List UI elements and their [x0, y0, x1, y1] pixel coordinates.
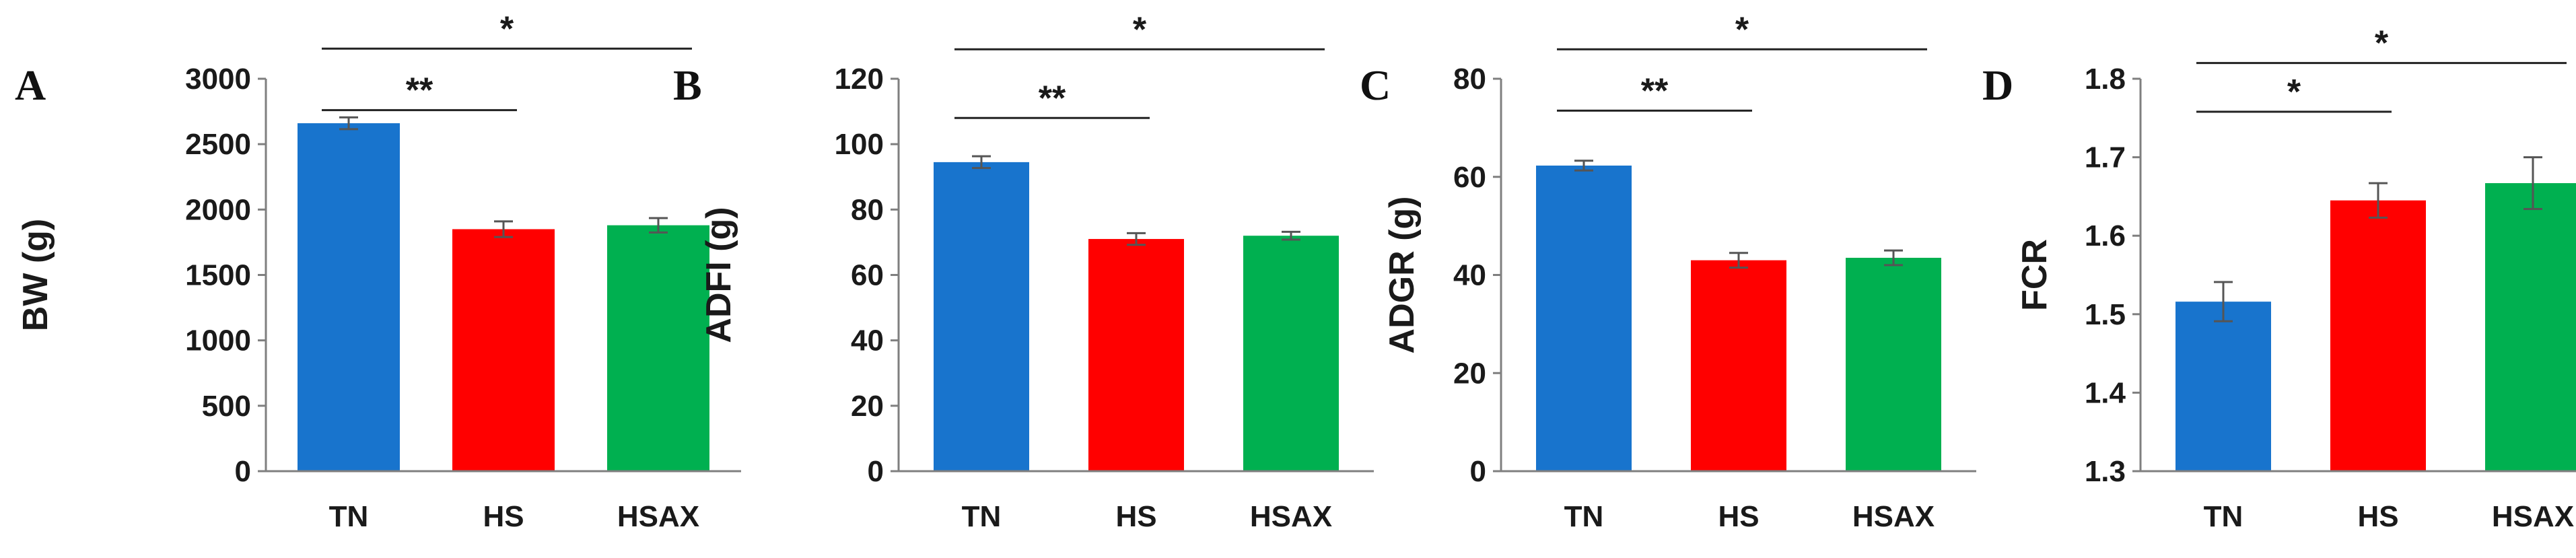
error-bar-tn [1574, 160, 1593, 172]
y-tick-label: 20 [851, 390, 884, 423]
significance-label: * [1735, 10, 1749, 49]
error-bar-hsax [1282, 230, 1300, 241]
significance-label: * [1133, 10, 1147, 49]
error-bar-tn [2214, 281, 2233, 322]
bar-hsax [1846, 257, 1941, 471]
y-tick-label: 40 [1453, 259, 1486, 292]
y-axis-title: FCR [2015, 239, 2054, 311]
category-label-hs: HS [1115, 500, 1156, 533]
error-bar-hsax [1884, 249, 1903, 267]
bar-hsax [1243, 236, 1339, 471]
y-tick-label: 2000 [185, 193, 251, 226]
category-label-hs: HS [483, 500, 524, 533]
bar-hs [1691, 260, 1786, 471]
y-axis-title: BW (g) [16, 219, 55, 331]
bar-hs [1088, 239, 1184, 471]
category-label-hsax: HSAX [1250, 500, 1332, 533]
y-tick-label: 1.3 [2085, 455, 2126, 488]
category-label-hsax: HSAX [617, 500, 699, 533]
y-tick-label: 40 [851, 324, 884, 357]
error-bar-hsax [649, 217, 668, 234]
y-tick-label: 0 [868, 455, 884, 488]
bar-hs [2330, 200, 2426, 471]
y-tick-label: 1.8 [2085, 63, 2126, 96]
category-label-hs: HS [1718, 500, 1759, 533]
error-bar-hsax [2523, 156, 2542, 211]
y-tick-label: 500 [202, 390, 251, 423]
y-tick-label: 120 [835, 63, 884, 96]
category-label-tn: TN [2204, 500, 2243, 533]
panel-letter: A [15, 61, 46, 109]
chart-panel-d: D FCR TN HS HSAX 1.3 1.4 1.5 1.6 1.7 1.8 * * [1982, 24, 2576, 533]
error-bar-hs [2369, 182, 2388, 219]
error-bar-hs [1729, 252, 1748, 269]
bar-tn [934, 162, 1029, 471]
y-tick-label: 0 [1470, 455, 1486, 488]
y-tick-label: 100 [835, 128, 884, 161]
y-tick-label: 1500 [185, 259, 251, 292]
y-tick-label: 60 [1453, 161, 1486, 194]
bar-hs [452, 229, 555, 471]
chart-panel-a: A BW (g) TN HS HSAX 0 500 1000 1500 2000 2500 3000 *… [15, 9, 741, 533]
category-label-tn: TN [962, 500, 1002, 533]
panel-letter: D [1982, 61, 2013, 109]
y-tick-label: 60 [851, 259, 884, 292]
significance-label: * [2375, 24, 2389, 63]
error-bar-tn [972, 155, 991, 170]
category-label-hsax: HSAX [2492, 500, 2574, 533]
bar-hsax [607, 225, 709, 471]
y-tick-label: 3000 [185, 63, 251, 96]
bar-tn [1536, 165, 1632, 471]
panel-letter: B [673, 61, 702, 109]
y-tick-label: 0 [235, 455, 251, 488]
y-tick-label: 1.7 [2085, 141, 2126, 174]
y-tick-label: 2500 [185, 128, 251, 161]
significance-label: * [500, 9, 514, 48]
bar-tn [2175, 302, 2271, 471]
panel-letter: C [1360, 61, 1391, 109]
y-axis-title: ADFI (g) [699, 207, 738, 343]
y-tick-label: 80 [1453, 63, 1486, 96]
y-tick-label: 80 [851, 193, 884, 226]
significance-label: ** [406, 71, 433, 110]
bar-hsax [2485, 183, 2576, 471]
error-bar-hs [494, 220, 513, 238]
bar-tn [298, 123, 400, 471]
significance-label: ** [1039, 79, 1066, 118]
category-label-tn: TN [329, 500, 369, 533]
y-tick-label: 20 [1453, 357, 1486, 390]
category-label-hsax: HSAX [1852, 500, 1935, 533]
significance-label: ** [1641, 71, 1669, 110]
category-label-hs: HS [2357, 500, 2398, 533]
significance-label: * [2287, 73, 2301, 112]
y-axis-title: ADGR (g) [1383, 197, 1422, 354]
y-tick-label: 1000 [185, 324, 251, 357]
y-tick-label: 1.5 [2085, 298, 2126, 331]
y-tick-label: 1.6 [2085, 219, 2126, 252]
error-bar-hs [1127, 232, 1146, 246]
error-bar-tn [339, 116, 358, 131]
y-tick-label: 1.4 [2085, 376, 2126, 409]
category-label-tn: TN [1564, 500, 1604, 533]
